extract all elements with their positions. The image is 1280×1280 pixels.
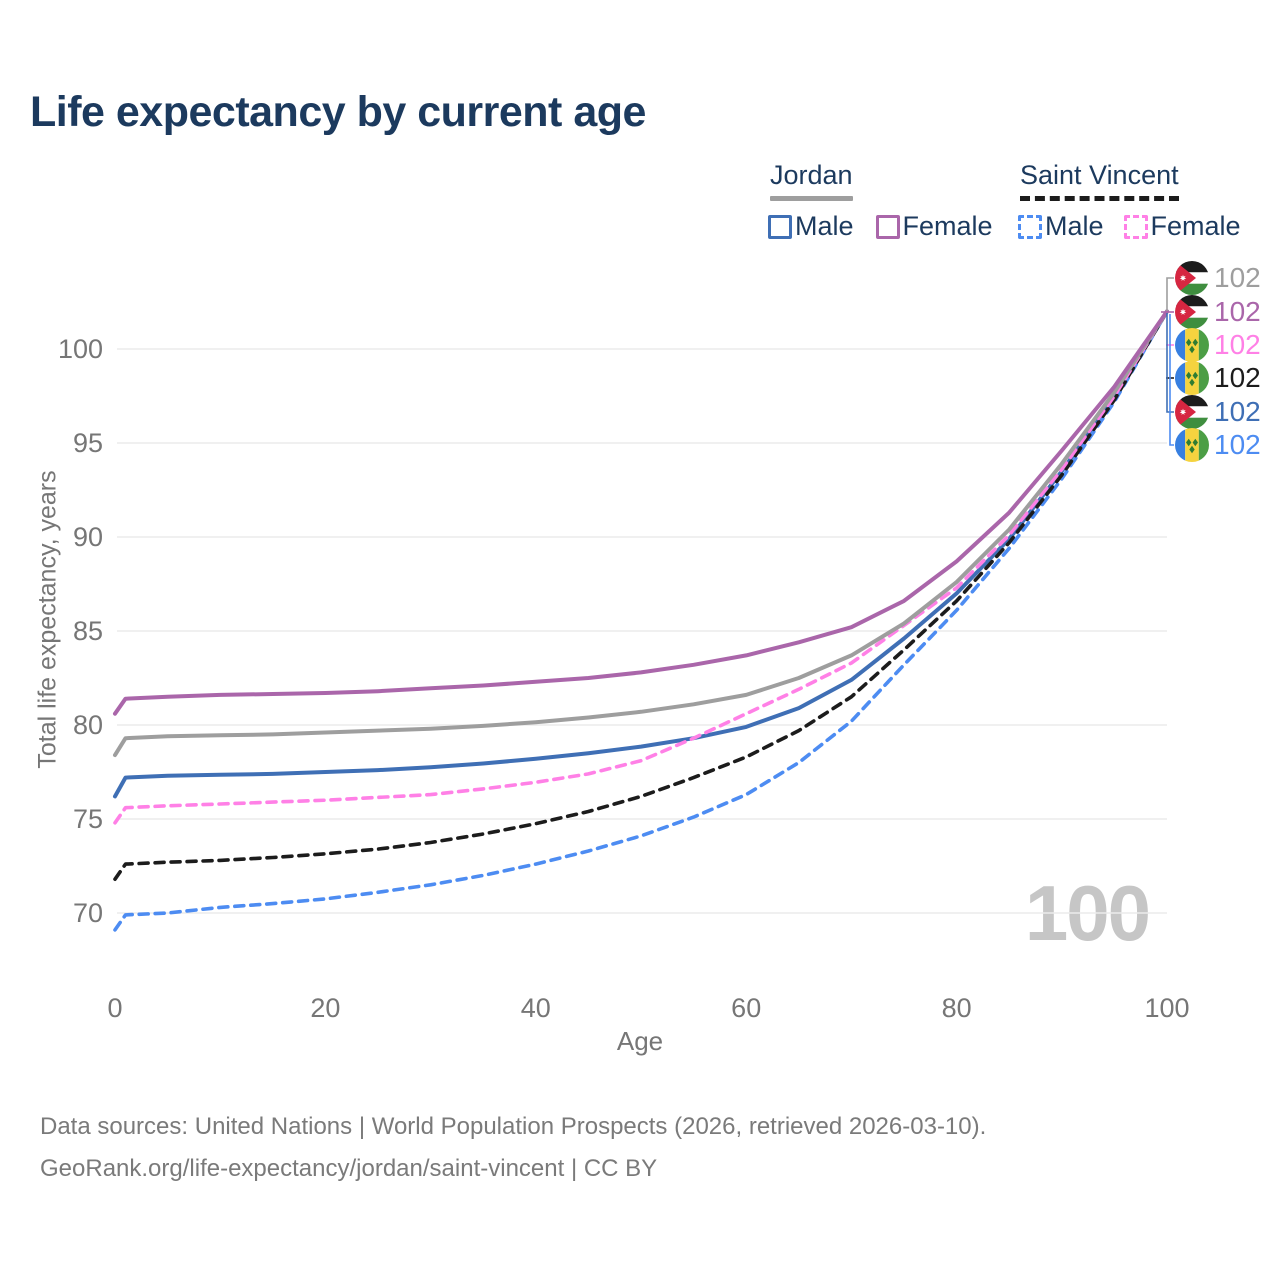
end-label-connector-jordan xyxy=(1166,277,1174,311)
flag-art xyxy=(1175,361,1209,395)
legend-saint-vincent-title: Saint Vincent xyxy=(1018,160,1181,201)
x-tick-0: 0 xyxy=(107,993,122,1023)
legend-label-saint-vincent-male[interactable]: Male xyxy=(1045,211,1104,241)
jordan-line-style-swatch xyxy=(770,196,853,201)
end-label-connector-saint-vincent-male xyxy=(1169,314,1174,446)
series-line-saint-vincent[interactable] xyxy=(113,309,1169,882)
series-line-saint-vincent-male[interactable] xyxy=(113,309,1169,932)
x-tick-40: 40 xyxy=(521,993,551,1023)
footer-url-line: GeoRank.org/life-expectancy/jordan/saint… xyxy=(40,1155,658,1182)
diamond-shape xyxy=(1189,378,1195,387)
y-tick-90: 90 xyxy=(73,522,103,552)
flag-art xyxy=(1175,295,1209,329)
flag-art xyxy=(1175,328,1209,362)
legend-checkbox-jordan-male[interactable] xyxy=(768,214,792,239)
chart-footer: Data sources: United Nations | World Pop… xyxy=(40,1106,986,1190)
legend-label-saint-vincent-female[interactable]: Female xyxy=(1150,211,1241,241)
end-label-value-saint-vincent: 102 xyxy=(1214,362,1261,393)
legend-jordan-title: Jordan xyxy=(768,160,855,201)
y-tick-85: 85 xyxy=(73,616,103,646)
legend-group-jordan: Jordan Male Female xyxy=(768,160,993,242)
legend-group-saint-vincent: Saint Vincent Male Female xyxy=(1018,160,1241,242)
end-label-value-saint-vincent-female: 102 xyxy=(1214,329,1261,360)
diamond-shape xyxy=(1189,445,1195,454)
end-label-value-saint-vincent-male: 102 xyxy=(1214,429,1261,460)
legend-jordan-label: Jordan xyxy=(770,160,853,190)
saint-vincent-flag-icon xyxy=(1175,428,1209,462)
x-tick-100: 100 xyxy=(1144,993,1189,1023)
footer-source-line: Data sources: United Nations | World Pop… xyxy=(40,1113,987,1140)
legend-label-jordan-female[interactable]: Female xyxy=(902,211,993,241)
y-tick-95: 95 xyxy=(73,428,103,458)
y-tick-80: 80 xyxy=(73,710,103,740)
page-title: Life expectancy by current age xyxy=(30,88,646,136)
series-line-jordan[interactable] xyxy=(113,309,1169,758)
legend-checkbox-saint-vincent-male[interactable] xyxy=(1018,214,1042,239)
saint-vincent-flag-icon xyxy=(1175,328,1209,362)
end-label-value-jordan-male: 102 xyxy=(1214,396,1261,427)
y-tick-100: 100 xyxy=(58,334,103,364)
legend-checkbox-saint-vincent-female[interactable] xyxy=(1123,214,1148,239)
legend-label-jordan-male[interactable]: Male xyxy=(795,211,854,241)
y-axis-title: Total life expectancy, years xyxy=(33,470,62,769)
x-axis-title: Age xyxy=(616,1026,664,1056)
flag-art xyxy=(1175,428,1209,462)
y-tick-75: 75 xyxy=(73,804,103,834)
legend-checkbox-jordan-female[interactable] xyxy=(875,214,900,239)
series-line-jordan-female[interactable] xyxy=(113,309,1169,716)
jordan-flag-icon xyxy=(1175,295,1209,329)
legend-saint-vincent-label: Saint Vincent xyxy=(1020,160,1179,190)
series-line-jordan-male[interactable] xyxy=(113,309,1169,799)
flag-art xyxy=(1175,395,1209,429)
saint-vincent-line-style-swatch xyxy=(1020,196,1179,201)
jordan-flag-icon xyxy=(1175,395,1209,429)
end-label-connector-jordan-male xyxy=(1166,313,1174,413)
end-label-value-jordan: 102 xyxy=(1214,262,1261,293)
saint-vincent-flag-icon xyxy=(1175,361,1209,395)
diamond-shape xyxy=(1189,345,1195,354)
x-tick-60: 60 xyxy=(731,993,761,1023)
x-tick-80: 80 xyxy=(942,993,972,1023)
end-label-value-jordan-female: 102 xyxy=(1214,296,1261,327)
x-tick-20: 20 xyxy=(310,993,340,1023)
jordan-flag-icon xyxy=(1175,261,1209,295)
flag-art xyxy=(1175,261,1209,295)
y-tick-70: 70 xyxy=(73,898,103,928)
series-line-saint-vincent-female[interactable] xyxy=(113,309,1169,825)
